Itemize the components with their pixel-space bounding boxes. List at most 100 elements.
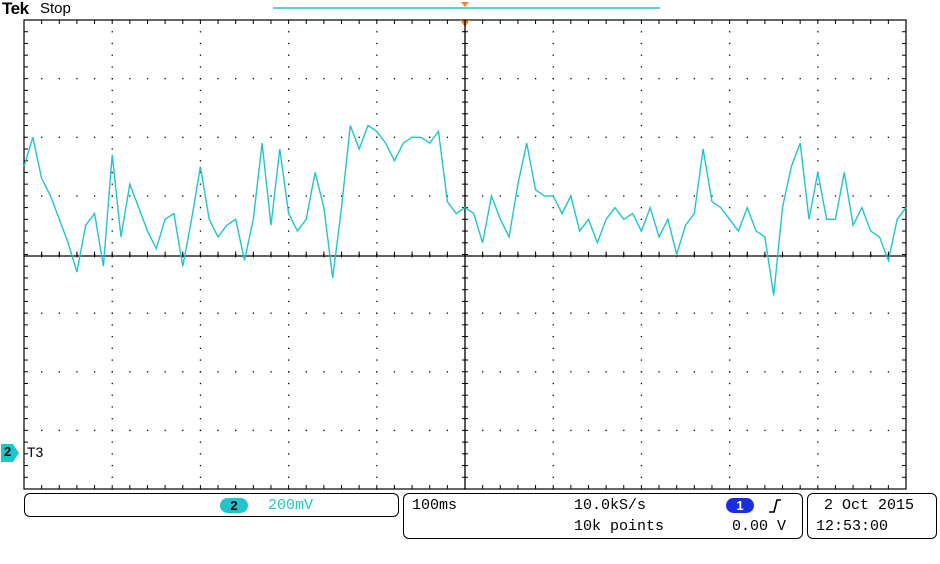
channel-scale-panel[interactable]: 2 200mV: [24, 493, 399, 517]
grid-dot: [552, 476, 554, 478]
grid-dot: [640, 265, 643, 267]
axis-ticks: [23, 19, 907, 490]
grid-dot: [517, 195, 519, 197]
grid-dot: [111, 265, 113, 267]
grid-dot: [393, 312, 396, 314]
grid-dot: [729, 441, 731, 443]
grid-dot: [340, 78, 343, 80]
grid-dot: [305, 371, 307, 373]
grid-dot: [587, 78, 590, 80]
grid-dot: [199, 124, 202, 127]
grid-dot: [640, 160, 643, 162]
grid-dot: [817, 335, 819, 338]
grid-dot: [429, 312, 431, 314]
grid-dot: [129, 429, 131, 432]
grid-dot: [182, 136, 184, 138]
grid-dot: [111, 312, 113, 314]
grid-dot: [640, 242, 643, 244]
grid-dot: [288, 406, 290, 408]
grid-dot: [199, 242, 202, 244]
grid-dot: [199, 183, 202, 185]
grid-dot: [711, 136, 713, 138]
grid-dot: [552, 429, 554, 432]
grid-dot: [305, 429, 307, 432]
grid-dot: [817, 441, 819, 443]
grid-dot: [552, 148, 554, 150]
grid-dot: [587, 312, 590, 314]
grid-dot: [729, 394, 731, 396]
grid-dot: [411, 78, 413, 80]
grid-dot: [111, 54, 113, 56]
grid-dot: [199, 429, 202, 432]
grid-dot: [552, 230, 554, 232]
grid-dot: [111, 453, 113, 455]
grid-dot: [199, 406, 202, 408]
grid-dot: [58, 195, 60, 197]
grid-dot: [111, 89, 113, 92]
grid-dot: [799, 78, 801, 80]
grid-dot: [640, 394, 643, 396]
grid-dot: [729, 160, 731, 162]
grid-dot: [358, 429, 360, 432]
grid-dot: [111, 66, 113, 68]
grid-dot: [729, 113, 731, 115]
grid-dot: [764, 371, 766, 373]
grid-dot: [199, 54, 202, 56]
grid-dot: [217, 78, 219, 80]
grid-dot: [905, 136, 907, 138]
trigger-level: 0.00 V: [732, 518, 787, 535]
grid-dot: [93, 312, 96, 314]
grid-dot: [288, 464, 290, 467]
grid-dot: [288, 242, 290, 244]
grid-dot: [376, 218, 378, 221]
grid-dot: [799, 429, 801, 432]
grid-dot: [711, 78, 713, 80]
grid-dot: [499, 136, 501, 138]
grid-dot: [640, 31, 643, 33]
grid-dot: [887, 371, 890, 373]
grid-dot: [164, 312, 166, 314]
grid-dot: [288, 476, 290, 478]
grid-dot: [393, 78, 396, 80]
acquisition-state: Stop: [40, 0, 71, 17]
grid-dot: [376, 335, 378, 338]
grid-dot: [217, 136, 219, 138]
grid-dot: [693, 312, 696, 314]
grid-dot: [376, 464, 378, 467]
grid-dot: [640, 371, 643, 373]
grid-dot: [288, 335, 290, 338]
grid-dot: [199, 418, 202, 420]
sample-rate: 10.0kS/s: [574, 497, 647, 514]
grid-dot: [146, 312, 149, 314]
grid-dot: [552, 242, 554, 244]
date-time-panel: 2 Oct 2015 12:53:00: [807, 493, 937, 539]
grid-dot: [799, 136, 801, 138]
grid-dot: [781, 195, 784, 197]
grid-dot: [729, 359, 731, 361]
grid-dot: [340, 429, 343, 432]
grid-dot: [288, 382, 290, 385]
grid-dot: [817, 101, 819, 103]
grid-dot: [517, 312, 519, 314]
grid-dot: [482, 371, 484, 373]
grid-dot: [288, 218, 290, 221]
grid-dot: [764, 136, 766, 138]
grid-dot: [199, 289, 202, 291]
grid-dot: [164, 429, 166, 432]
grid-dot: [111, 42, 113, 45]
horizontal-trigger-panel[interactable]: 100ms 10.0kS/s 10k points 1 0.00 V: [403, 493, 803, 539]
grid-dot: [817, 382, 819, 385]
grid-dot: [640, 89, 643, 92]
grid-dot: [270, 312, 272, 314]
grid-dot: [411, 371, 413, 373]
grid-dot: [817, 464, 819, 467]
grid-dot: [640, 476, 643, 478]
grid-dot: [781, 312, 784, 314]
grid-dot: [199, 42, 202, 45]
grid-dot: [376, 453, 378, 455]
record-length: 10k points: [574, 518, 665, 535]
grid-dot: [729, 300, 731, 303]
ref-arrow-icon: [1, 444, 19, 462]
grid-dot: [340, 312, 343, 314]
grid-dot: [552, 218, 554, 221]
